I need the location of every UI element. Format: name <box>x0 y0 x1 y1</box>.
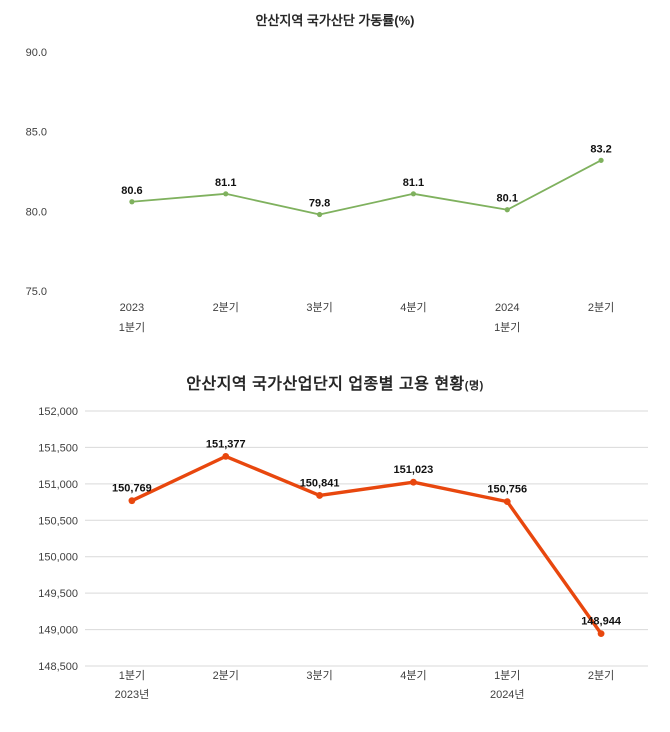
y-tick-label: 148,500 <box>38 661 78 673</box>
data-point-marker <box>316 492 323 499</box>
y-tick-label: 152,000 <box>38 406 78 418</box>
x-tick-label: 2분기 <box>213 669 239 682</box>
utilization-chart-title: 안산지역 국가산단 가동률(%) <box>0 12 670 30</box>
data-label: 80.1 <box>497 193 518 205</box>
y-tick-label: 149,000 <box>38 625 78 637</box>
data-line <box>130 454 603 636</box>
employment-chart-section: 안산지역 국가산업단지 업종별 고용 현황(명) 152,000 151,500 1… <box>0 354 670 717</box>
x-tick-label: 1분기 <box>494 669 520 682</box>
data-point-marker <box>129 199 135 205</box>
employment-line-plot: 152,000 151,500 151,000 150,500 150,000 149,5… <box>38 406 648 701</box>
x-tick-label: 3분기 <box>306 301 332 314</box>
industrial-complex-report: 안산지역 국가산단 가동률(%) 90.0 85.0 80.0 75.0 80.6 81.… <box>0 0 670 717</box>
x-tick-label: 2024 <box>495 302 519 314</box>
y-tick-label: 150,000 <box>38 552 78 564</box>
data-label: 150,841 <box>300 477 340 489</box>
employment-chart-title: 안산지역 국가산업단지 업종별 고용 현황(명) <box>0 374 670 397</box>
data-label: 81.1 <box>215 177 236 189</box>
x-tick-label: 4분기 <box>400 669 426 682</box>
data-line <box>131 159 602 216</box>
y-tick-label: 149,500 <box>38 588 78 600</box>
y-tick-label: 151,000 <box>38 479 78 491</box>
data-label: 79.8 <box>309 198 330 210</box>
data-point-marker <box>222 452 230 460</box>
employment-chart-title-unit: (명) <box>464 380 484 392</box>
data-point-marker <box>503 498 511 506</box>
x-tick-label: 2분기 <box>213 301 239 314</box>
x-tick-label: 1분기 <box>119 669 145 682</box>
x-tick-label: 4분기 <box>400 301 426 314</box>
data-label: 83.2 <box>590 143 611 155</box>
data-point-marker <box>128 497 136 505</box>
y-tick-label: 85.0 <box>26 127 47 139</box>
data-label: 81.1 <box>403 177 424 189</box>
utilization-line-plot: 90.0 85.0 80.0 75.0 80.6 81.1 79.8 81.1 80.1 83.2… <box>26 47 615 334</box>
y-tick-label: 80.0 <box>26 206 47 218</box>
x-tick-label: 2023 <box>120 302 144 314</box>
y-tick-label: 151,500 <box>38 442 78 454</box>
data-point-marker <box>223 191 229 197</box>
y-tick-label: 90.0 <box>26 47 47 59</box>
data-label: 150,756 <box>487 484 527 496</box>
x-tick-label: 3분기 <box>306 669 332 682</box>
data-label: 80.6 <box>121 185 142 197</box>
y-tick-label: 75.0 <box>26 286 47 298</box>
data-point-marker <box>410 191 417 197</box>
x-tick-label: 2024년 <box>490 688 525 701</box>
data-point-marker <box>597 630 605 638</box>
y-tick-label: 150,500 <box>38 515 78 527</box>
x-tick-label: 1분기 <box>119 321 145 334</box>
utilization-chart-section: 안산지역 국가산단 가동률(%) 90.0 85.0 80.0 75.0 80.6 81.… <box>0 0 670 340</box>
data-point-marker <box>504 207 510 213</box>
x-tick-label: 2023년 <box>115 688 150 701</box>
utilization-chart-title-text: 안산지역 국가산단 가동률 <box>255 13 395 28</box>
data-point-marker <box>598 157 604 163</box>
employment-chart-title-text: 안산지역 국가산업단지 업종별 고용 현황 <box>186 376 465 393</box>
x-tick-label: 2분기 <box>588 669 614 682</box>
x-tick-label: 2분기 <box>588 301 614 314</box>
x-tick-label: 1분기 <box>494 321 520 334</box>
data-label: 151,377 <box>206 438 246 450</box>
data-label: 151,023 <box>394 464 434 476</box>
data-label: 148,944 <box>581 616 622 628</box>
data-point-marker <box>316 211 323 218</box>
data-point-marker <box>410 478 417 486</box>
utilization-chart-title-unit: (%) <box>394 13 415 28</box>
data-label: 150,769 <box>112 483 152 495</box>
